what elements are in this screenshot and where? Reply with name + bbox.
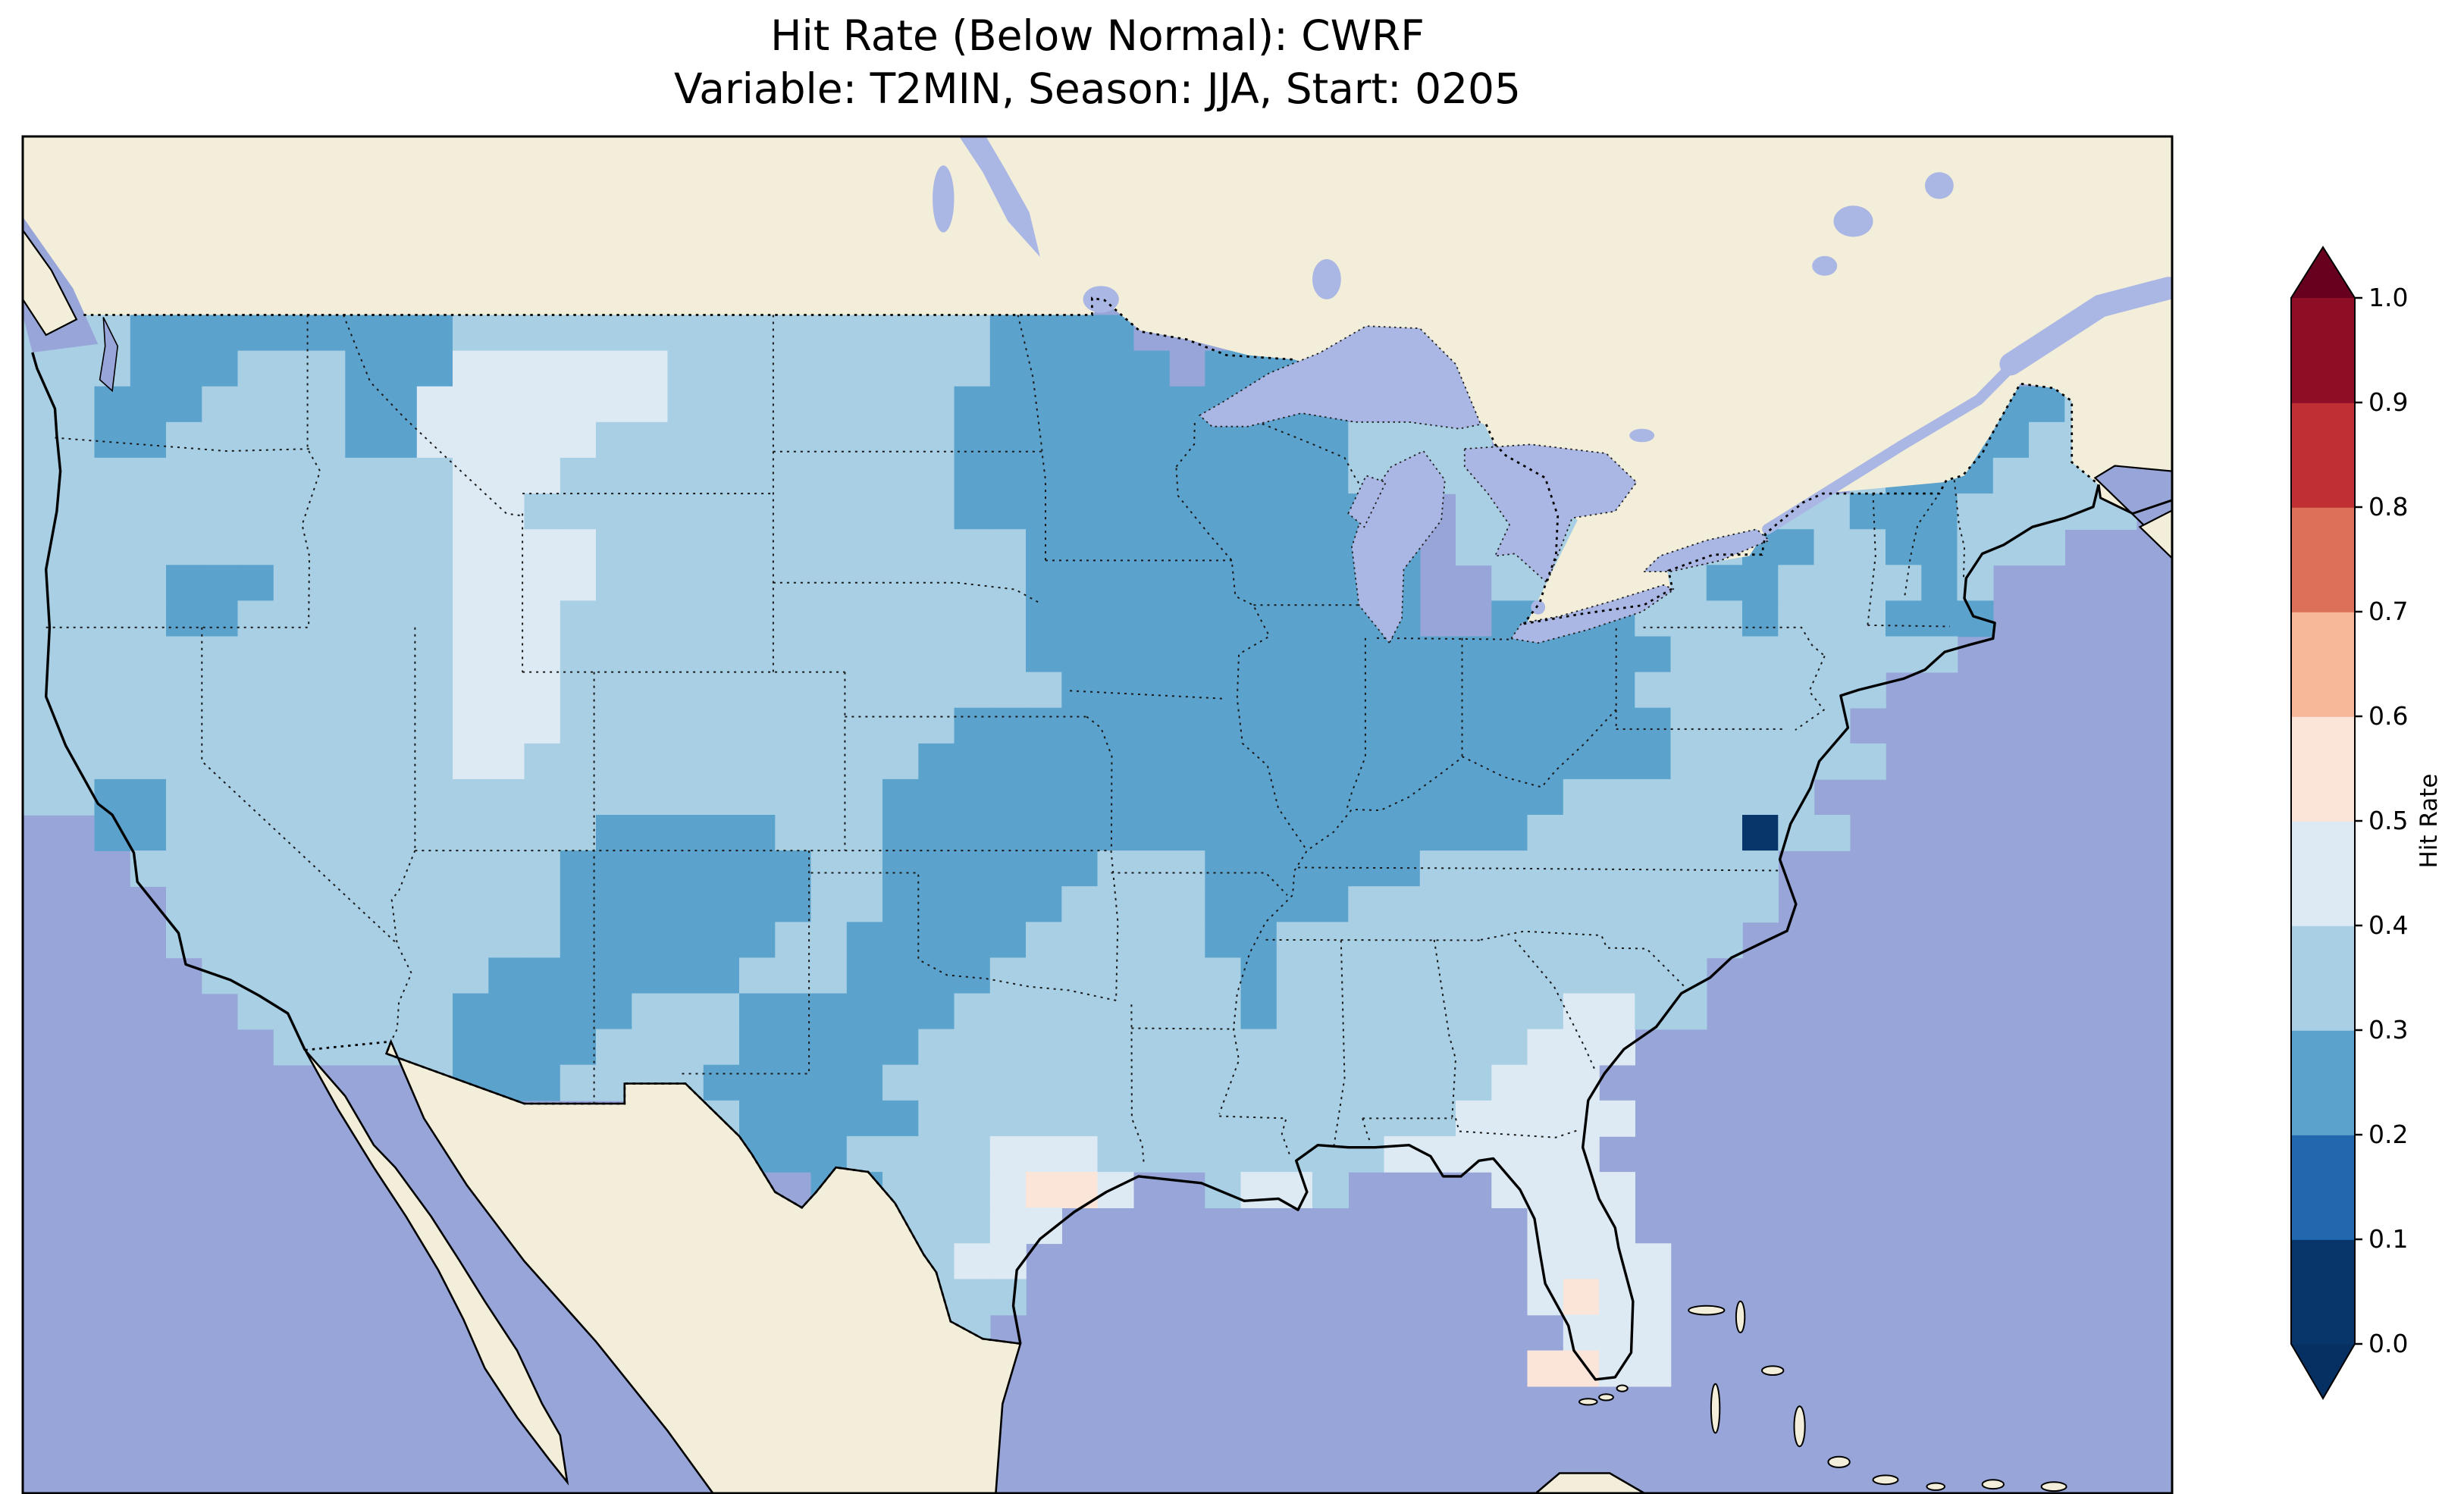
map-area [23,136,2172,1493]
colorbar-tick-label: 1.0 [2368,283,2408,312]
lake-huron [1463,443,1638,584]
colorbar-tick-label: 0.7 [2368,597,2408,626]
colorbar-tick-label: 0.8 [2368,492,2408,521]
lake-ontario [1641,528,1771,572]
puget-sound [99,317,119,393]
colorbar-tick-label: 0.1 [2368,1224,2408,1254]
colorbar-tick-label: 0.0 [2368,1329,2408,1358]
baja-peninsula [304,1049,569,1486]
canada-land [23,136,2172,630]
colorbar-tick-label: 0.6 [2368,701,2408,731]
colorbar-axis-label: Hit Rate [2415,773,2443,868]
canadian-lakes [933,136,2172,615]
caribbean-islands [1578,1300,2067,1492]
lake-superior [1198,325,1482,430]
state-borders [45,315,1966,1166]
colorbar-tick-label: 0.2 [2368,1120,2408,1149]
colorbar-ticks: 0.0 0.1 0.2 0.3 0.4 0.5 0.6 0.7 0.8 0.9 1.0 [2355,283,2408,1358]
map-frame [21,135,2174,1494]
chart-title: Hit Rate (Below Normal): CWRF [770,11,1425,60]
lake-greenbay [1347,475,1387,528]
chart-subtitle: Variable: T2MIN, Season: JJA, Start: 020… [673,64,1522,114]
great-lakes [1198,325,1771,644]
colorbar-tick-label: 0.3 [2368,1015,2408,1045]
cuba [1534,1472,1647,1493]
chart-header: Hit Rate (Below Normal): CWRF Variable: … [23,9,2172,116]
coastline-canada-atlantic [2097,484,2172,515]
coastline-gulf-atlantic [1011,484,2100,1381]
lake-erie [1509,584,1676,644]
coastline-west [31,352,306,1051]
colorbar-tick-label: 0.4 [2368,910,2408,940]
national-borders [83,296,2099,1345]
colorbar-tick-label: 0.5 [2368,806,2408,835]
vancouver-island [23,228,78,337]
colorbar-tick-label: 0.9 [2368,387,2408,417]
nova-scotia [2138,509,2172,559]
colorbar: 0.0 0.1 0.2 0.3 0.4 0.5 0.6 0.7 0.8 0.9 1.0 Hit Rat… [2290,246,2443,1400]
colorbar-under-arrow [2291,1344,2355,1398]
colorbar-over-arrow [2291,247,2355,298]
